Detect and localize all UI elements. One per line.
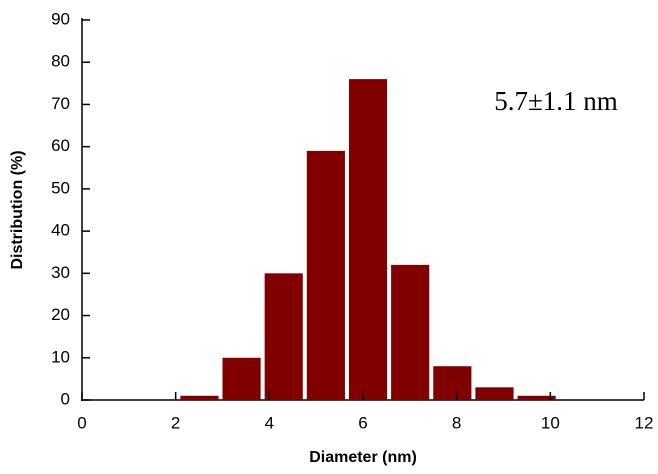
y-tick-label: 0 bbox=[61, 389, 70, 408]
y-tick-label: 40 bbox=[51, 221, 70, 240]
bar bbox=[433, 366, 472, 400]
y-tick-label: 90 bbox=[51, 9, 70, 28]
y-axis-label: Distribution (%) bbox=[9, 150, 26, 269]
x-tick-label: 12 bbox=[635, 413, 654, 432]
x-tick-label: 8 bbox=[452, 413, 461, 432]
bar bbox=[391, 264, 430, 400]
y-tick-label: 20 bbox=[51, 305, 70, 324]
bar bbox=[348, 79, 388, 400]
y-tick-label: 50 bbox=[51, 178, 70, 197]
x-axis-label: Diameter (nm) bbox=[309, 449, 417, 466]
bar bbox=[517, 395, 556, 400]
bar bbox=[475, 387, 514, 400]
y-tick-label: 30 bbox=[51, 263, 70, 282]
x-tick-label: 2 bbox=[171, 413, 180, 432]
x-tick-label: 6 bbox=[358, 413, 367, 432]
x-tick-label: 4 bbox=[265, 413, 274, 432]
bar bbox=[222, 357, 261, 400]
y-tick-label: 60 bbox=[51, 136, 70, 155]
x-tick-label: 0 bbox=[77, 413, 86, 432]
x-tick-label: 10 bbox=[541, 413, 560, 432]
annotation: 5.7±1.1 nm bbox=[494, 86, 618, 116]
bar bbox=[264, 273, 303, 400]
y-tick-label: 10 bbox=[51, 347, 70, 366]
y-tick-label: 80 bbox=[51, 52, 70, 71]
bar bbox=[180, 395, 219, 400]
bar bbox=[306, 150, 345, 400]
y-tick-label: 70 bbox=[51, 94, 70, 113]
